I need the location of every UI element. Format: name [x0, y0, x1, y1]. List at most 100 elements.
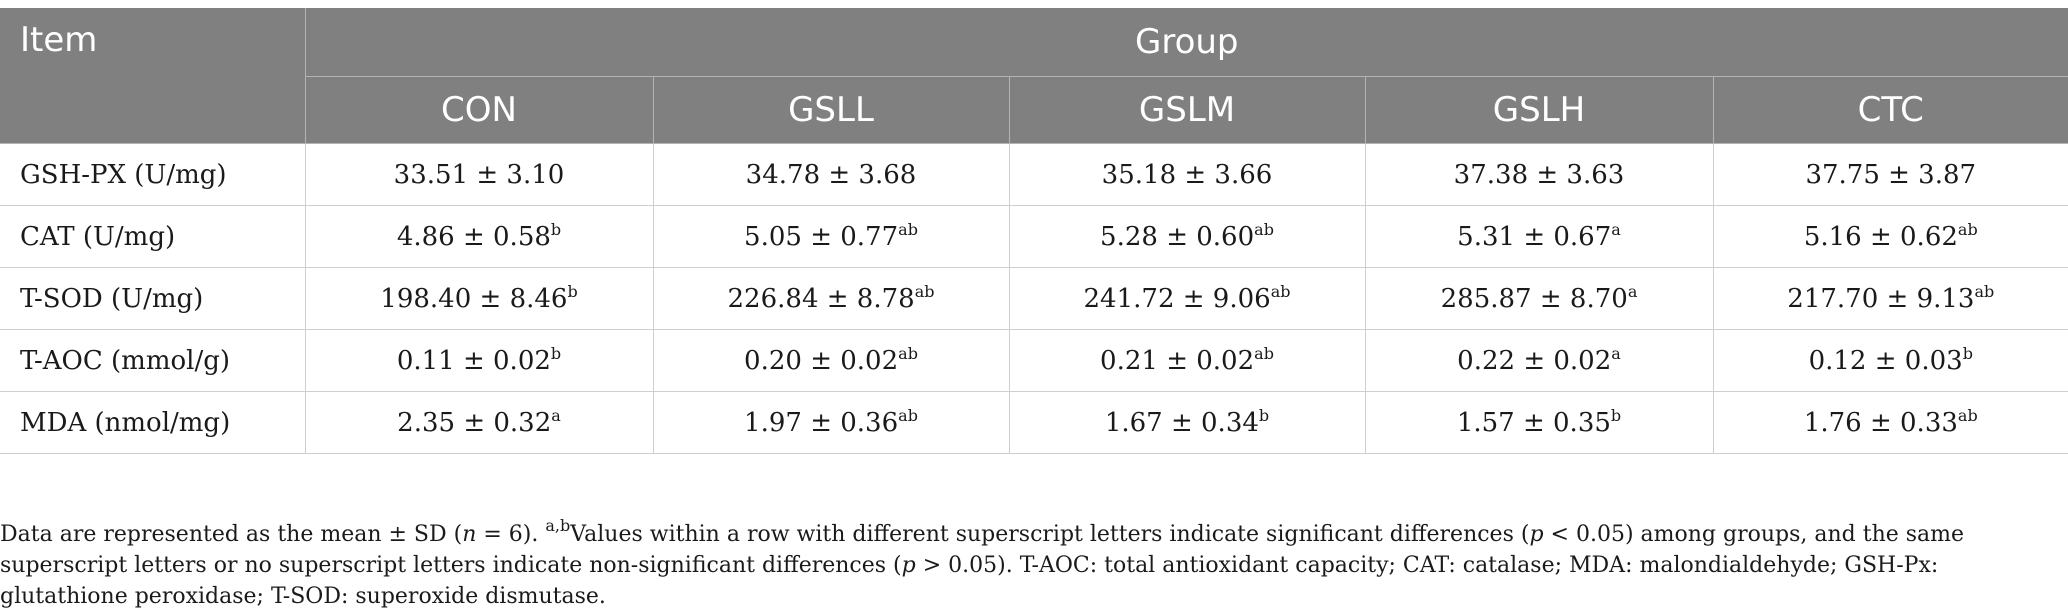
cell-value: 5.31 ± 0.67: [1457, 221, 1612, 252]
cell-superscript: ab: [914, 281, 935, 301]
table-cell: 5.31 ± 0.67a: [1365, 205, 1714, 268]
cell-value: 35.18 ± 3.66: [1101, 159, 1273, 190]
table-cell: 37.75 ± 3.87: [1713, 143, 2068, 206]
cell-value: 241.72 ± 9.06: [1083, 283, 1271, 314]
table-header: Item Group CON GSLL GSLM GSLH CTC: [0, 8, 2068, 144]
cell-superscript: ab: [1270, 281, 1291, 301]
footnote-italic-p: p: [901, 553, 916, 578]
table-row: MDA (nmol/mg) 2.35 ± 0.32a 1.97 ± 0.36ab…: [0, 391, 2068, 454]
table-cell: 198.40 ± 8.46b: [305, 267, 654, 330]
footnote-italic-p: p: [1529, 522, 1544, 547]
cell-value: 34.78 ± 3.68: [745, 159, 917, 190]
cell-superscript: b: [1610, 405, 1622, 425]
cell-value: 1.67 ± 0.34: [1104, 407, 1259, 438]
table-cell: 34.78 ± 3.68: [653, 143, 1010, 206]
cell-superscript: b: [550, 219, 562, 239]
table-cell: 241.72 ± 9.06ab: [1009, 267, 1366, 330]
table-cell: 1.97 ± 0.36ab: [653, 391, 1010, 454]
footnote-text: Data are represented as the mean ± SD (: [0, 522, 463, 547]
group-header-con: CON: [305, 76, 654, 144]
cell-value: 2.35 ± 0.32: [397, 407, 552, 438]
cell-value: 4.86 ± 0.58: [396, 221, 551, 252]
table-cell: 5.28 ± 0.60ab: [1009, 205, 1366, 268]
table-cell: 0.12 ± 0.03b: [1713, 329, 2068, 392]
cell-value: 198.40 ± 8.46: [380, 283, 568, 314]
cell-value: 285.87 ± 8.70: [1440, 283, 1628, 314]
row-item-label: GSH-PX (U/mg): [0, 143, 306, 206]
table-cell: 5.16 ± 0.62ab: [1713, 205, 2068, 268]
table-cell: 1.67 ± 0.34b: [1009, 391, 1366, 454]
group-header-gslm: GSLM: [1009, 76, 1366, 144]
table-cell: 5.05 ± 0.77ab: [653, 205, 1010, 268]
row-item-label: MDA (nmol/mg): [0, 391, 306, 454]
table-cell: 33.51 ± 3.10: [305, 143, 654, 206]
table-row: GSH-PX (U/mg) 33.51 ± 3.10 34.78 ± 3.68 …: [0, 143, 2068, 206]
table-row: T-AOC (mmol/g) 0.11 ± 0.02b 0.20 ± 0.02a…: [0, 329, 2068, 392]
cell-value: 0.12 ± 0.03: [1808, 345, 1963, 376]
cell-value: 0.20 ± 0.02: [744, 345, 899, 376]
cell-superscript: a: [1611, 343, 1621, 363]
table-cell: 226.84 ± 8.78ab: [653, 267, 1010, 330]
cell-superscript: a: [1627, 281, 1638, 301]
cell-superscript: b: [1962, 343, 1973, 363]
cell-superscript: ab: [1974, 281, 1995, 301]
table-row: T-SOD (U/mg) 198.40 ± 8.46b 226.84 ± 8.7…: [0, 267, 2068, 330]
table-row: CAT (U/mg) 4.86 ± 0.58b 5.05 ± 0.77ab 5.…: [0, 205, 2068, 268]
cell-superscript: ab: [1957, 219, 1978, 239]
cell-superscript: b: [567, 281, 578, 301]
table-cell: 0.22 ± 0.02a: [1365, 329, 1714, 392]
table-footnote: Data are represented as the mean ± SD (n…: [0, 516, 2060, 612]
cell-value: 1.97 ± 0.36: [744, 407, 899, 438]
footnote-italic-n: n: [462, 522, 477, 547]
table-cell: 0.11 ± 0.02b: [305, 329, 654, 392]
cell-superscript: a: [1611, 219, 1621, 239]
footnote-text: Values within a row with different super…: [570, 522, 1530, 547]
cell-value: 1.76 ± 0.33: [1803, 407, 1958, 438]
row-item-label: T-SOD (U/mg): [0, 267, 306, 330]
cell-value: 37.75 ± 3.87: [1805, 159, 1977, 190]
antioxidant-table: Item Group CON GSLL GSLM GSLH CTC GSH-PX…: [0, 8, 2068, 454]
group-header-ctc: CTC: [1713, 76, 2068, 144]
cell-superscript: a: [551, 405, 561, 425]
table-container: Item Group CON GSLL GSLM GSLH CTC GSH-PX…: [0, 8, 2068, 454]
cell-value: 1.57 ± 0.35: [1456, 407, 1611, 438]
cell-superscript: ab: [1957, 405, 1978, 425]
row-item-label: CAT (U/mg): [0, 205, 306, 268]
footnote-text: = 6).: [476, 522, 546, 547]
cell-superscript: ab: [898, 219, 918, 239]
table-cell: 37.38 ± 3.63: [1365, 143, 1714, 206]
footnote-text: < 0.05) among groups, and the same super…: [0, 522, 1965, 578]
cell-value: 0.22 ± 0.02: [1457, 345, 1612, 376]
cell-value: 5.05 ± 0.77: [744, 221, 899, 252]
cell-value: 0.21 ± 0.02: [1100, 345, 1255, 376]
footnote-superscript: a,b: [545, 516, 571, 535]
cell-value: 217.70 ± 9.13: [1787, 283, 1975, 314]
cell-value: 0.11 ± 0.02: [396, 345, 551, 376]
cell-value: 226.84 ± 8.78: [727, 283, 915, 314]
cell-value: 37.38 ± 3.63: [1453, 159, 1625, 190]
table-cell: 285.87 ± 8.70a: [1365, 267, 1714, 330]
table-cell: 217.70 ± 9.13ab: [1713, 267, 2068, 330]
table-cell: 35.18 ± 3.66: [1009, 143, 1366, 206]
table-cell: 2.35 ± 0.32a: [305, 391, 654, 454]
table-cell: 1.76 ± 0.33ab: [1713, 391, 2068, 454]
table-cell: 1.57 ± 0.35b: [1365, 391, 1714, 454]
cell-superscript: ab: [1254, 343, 1274, 363]
cell-superscript: ab: [898, 343, 918, 363]
table-cell: 4.86 ± 0.58b: [305, 205, 654, 268]
group-column-header: Group: [305, 8, 2068, 77]
cell-value: 5.28 ± 0.60: [1100, 221, 1255, 252]
table-cell: 0.21 ± 0.02ab: [1009, 329, 1366, 392]
cell-superscript: ab: [1254, 219, 1274, 239]
cell-superscript: ab: [898, 405, 918, 425]
cell-superscript: b: [1258, 405, 1270, 425]
row-item-label: T-AOC (mmol/g): [0, 329, 306, 392]
group-header-gsll: GSLL: [653, 76, 1010, 144]
group-header-gslh: GSLH: [1365, 76, 1714, 144]
table-body: GSH-PX (U/mg) 33.51 ± 3.10 34.78 ± 3.68 …: [0, 143, 2068, 454]
table-cell: 0.20 ± 0.02ab: [653, 329, 1010, 392]
item-column-header: Item: [0, 8, 306, 144]
cell-value: 33.51 ± 3.10: [393, 159, 565, 190]
cell-value: 5.16 ± 0.62: [1803, 221, 1958, 252]
cell-superscript: b: [550, 343, 562, 363]
